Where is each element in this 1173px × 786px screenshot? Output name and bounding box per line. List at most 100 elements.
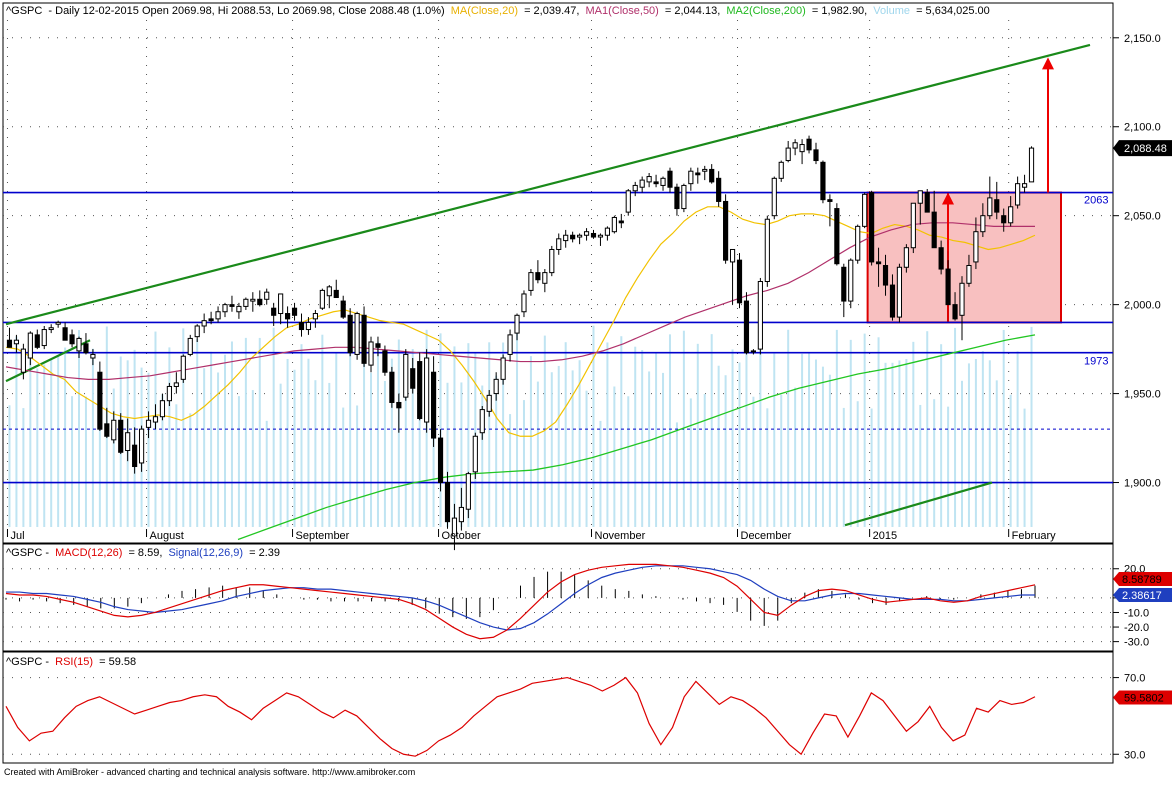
candle-body	[792, 142, 798, 149]
candle-body	[882, 264, 889, 286]
volume-bar	[849, 339, 852, 527]
volume-bar	[328, 382, 331, 527]
candle-body	[556, 238, 562, 250]
candle-body	[869, 192, 875, 263]
volume-bar	[224, 354, 227, 527]
volume-bar	[536, 381, 539, 527]
candle-body	[229, 304, 235, 307]
candle-body	[646, 176, 652, 183]
candle-body	[250, 298, 256, 302]
volume-bar	[884, 362, 887, 527]
candle-body	[236, 305, 242, 313]
macd-value-tag	[1113, 572, 1172, 586]
signal-line	[6, 565, 1035, 631]
candle-body	[966, 264, 972, 284]
volume-bar	[43, 364, 46, 527]
volume-bar	[543, 335, 546, 527]
candle-body	[194, 325, 200, 338]
candle-body	[924, 192, 930, 213]
candle-body	[104, 423, 110, 437]
candle-body	[987, 197, 993, 217]
volume-bar	[175, 404, 178, 527]
candle-body	[34, 334, 40, 348]
candle-body	[152, 416, 159, 423]
header-volume-value: = 5,634,025.00	[916, 5, 990, 17]
signal-value-tag	[1113, 588, 1172, 602]
volume-bar	[335, 353, 338, 527]
volume-bar	[91, 348, 94, 527]
volume-bar	[668, 334, 671, 527]
candle-body	[973, 231, 979, 263]
header-ma20-label: MA(Close,20)	[451, 5, 518, 17]
candle-body	[604, 227, 610, 236]
volume-bar	[522, 400, 525, 527]
level-label: 2063	[1084, 195, 1108, 207]
time-label: October	[442, 530, 481, 542]
volume-bar	[98, 407, 101, 527]
target-arrows	[942, 57, 1054, 252]
header-volume-label: Volume	[873, 5, 910, 17]
macd-header-symbol: ^GSPC -	[6, 547, 49, 559]
candle-body	[945, 268, 951, 306]
candle-body	[577, 234, 583, 238]
candle-body	[1021, 183, 1028, 188]
macd-header: ^GSPC - MACD(12,26) = 8.59, Signal(12,26…	[6, 547, 280, 559]
volume-bar	[738, 362, 741, 527]
level-label: 1973	[1084, 356, 1108, 368]
volume-bar	[891, 362, 894, 527]
candle-body	[994, 199, 1000, 213]
volume-bar	[954, 327, 957, 527]
volume-bar	[835, 329, 838, 527]
volume-bar	[773, 353, 776, 527]
volume-bar	[724, 375, 727, 527]
candle-body	[597, 234, 604, 238]
candle-body	[333, 289, 339, 299]
candle-body	[243, 298, 249, 307]
volume-bar	[321, 334, 324, 527]
volume-bar	[286, 359, 289, 527]
time-label: Jul	[10, 530, 24, 542]
macd-value-tag-label: 8.58789	[1122, 574, 1162, 586]
lower-trendline	[844, 481, 993, 527]
candle-body	[660, 177, 666, 186]
candle-body	[20, 348, 26, 373]
volume-bar	[634, 346, 637, 527]
last-price-label: 2,088.48	[1124, 143, 1167, 155]
volume-bar	[870, 408, 873, 527]
volume-bar	[710, 334, 713, 527]
volume-bar	[592, 325, 595, 527]
candle-body	[514, 314, 520, 334]
signal-value-tag-label: 2.38617	[1122, 590, 1162, 602]
volume-bar	[995, 380, 998, 527]
macd-tick-label: -20.0	[1124, 622, 1149, 634]
volume-bar	[529, 356, 532, 527]
candle-body	[1008, 206, 1014, 224]
volume-bar	[446, 382, 449, 527]
volume-bar	[467, 343, 470, 527]
candle-body	[444, 482, 451, 523]
candle-body	[625, 190, 631, 213]
price-axis: 2063 1973 2,150.0 2,100.0 2,050.0 2,000.0 1,95…	[1084, 33, 1172, 490]
volume-bar	[307, 358, 310, 527]
candle-body	[291, 307, 298, 316]
volume-bar	[50, 359, 53, 527]
volume-bar	[808, 352, 811, 527]
candle-body	[410, 368, 416, 389]
volume-bar	[1023, 408, 1026, 527]
volume-bar	[828, 374, 831, 527]
candle-body	[222, 304, 228, 313]
candle-body	[27, 332, 33, 359]
candle-body	[215, 311, 221, 320]
price-tick-label: 1,900.0	[1124, 478, 1161, 490]
volume-bar	[258, 337, 261, 527]
candle-body	[1028, 147, 1035, 183]
volume-bar	[488, 342, 491, 527]
volume-bar	[8, 405, 11, 527]
volume-bar	[168, 347, 171, 527]
candle-body	[431, 371, 437, 439]
price-tick-label: 2,000.0	[1124, 300, 1161, 312]
candle-body	[83, 343, 89, 354]
candle-body	[76, 337, 82, 352]
